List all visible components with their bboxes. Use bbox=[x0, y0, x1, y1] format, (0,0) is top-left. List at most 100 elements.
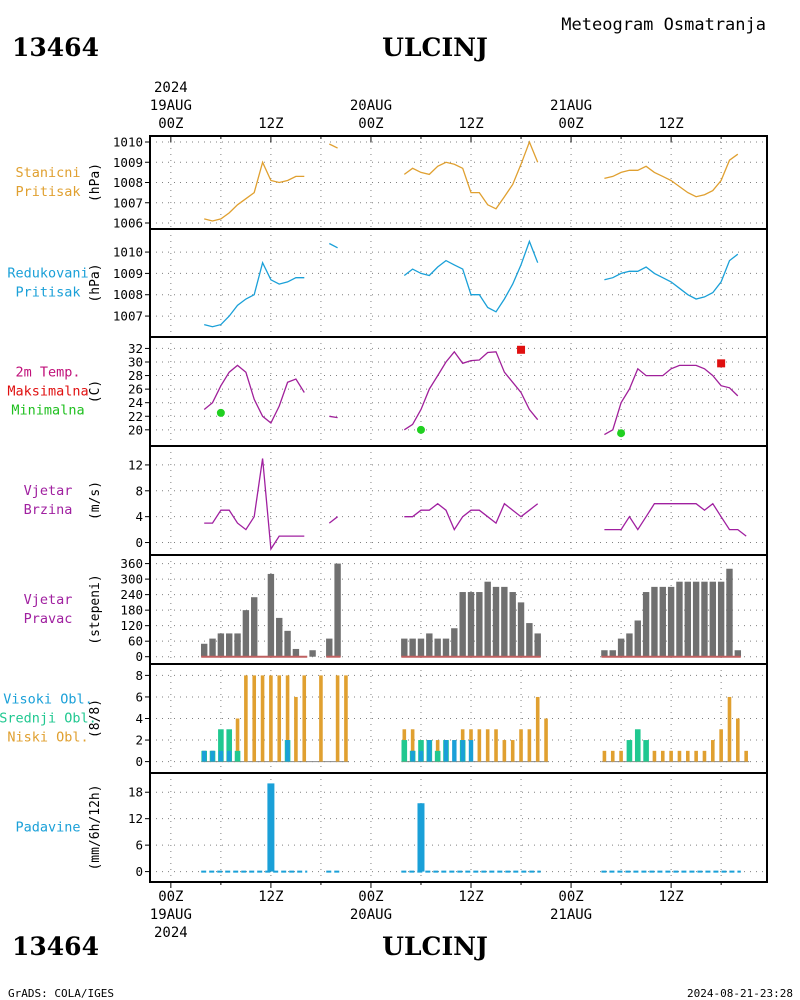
y-tick-label: 32 bbox=[128, 341, 143, 356]
y-tick-label: 0 bbox=[135, 754, 143, 769]
cloud-high-bar bbox=[201, 750, 207, 762]
panel-label-line: Stanicni bbox=[15, 165, 80, 181]
y-tick-label: 180 bbox=[120, 603, 143, 618]
temperature-line bbox=[403, 350, 539, 431]
bottom-hour-label: 00Z bbox=[558, 889, 583, 905]
cloud-low-bar bbox=[294, 696, 298, 762]
wind-direction-bar bbox=[517, 602, 525, 657]
y-tick-label: 1009 bbox=[113, 155, 143, 170]
cloud-low-bar bbox=[544, 718, 548, 762]
y-tick-label: 0 bbox=[135, 535, 143, 550]
y-tick-label: 6 bbox=[135, 838, 143, 853]
y-tick-label: 1006 bbox=[113, 216, 143, 231]
panel-label-line: Brzina bbox=[24, 502, 73, 518]
y-tick-label: 22 bbox=[128, 409, 143, 424]
top-date-label: 21AUG bbox=[550, 98, 592, 114]
cloud-low-bar bbox=[744, 750, 748, 762]
top-hour-label: 00Z bbox=[358, 116, 383, 132]
y-tick-label: 4 bbox=[135, 711, 143, 726]
wind-speed-line bbox=[404, 502, 539, 531]
top-time-label: 20AUG 00Z bbox=[350, 98, 392, 132]
panel-label-line: Maksimalna bbox=[7, 384, 88, 400]
y-tick-label: 1008 bbox=[113, 287, 143, 302]
precip-bar bbox=[417, 803, 425, 872]
wind-direction-bar bbox=[501, 586, 508, 657]
y-tick-label: 240 bbox=[120, 587, 143, 602]
wind-direction-bar bbox=[276, 617, 283, 657]
bottom-time-label: 00Z 20AUG bbox=[350, 889, 392, 923]
wind-direction-bar bbox=[526, 623, 533, 657]
wind-direction-bar bbox=[326, 638, 333, 657]
cloud-low-bar bbox=[335, 675, 340, 762]
panel-redp: 1007 1008 1009 1010 (hPa)Redukovani Pritisak bbox=[7, 229, 767, 337]
temperature-line bbox=[604, 364, 739, 436]
wind-direction-bar bbox=[467, 592, 475, 657]
panel-frame bbox=[149, 228, 768, 338]
wind-speed-line bbox=[604, 502, 747, 537]
panel-label-line: Pritisak bbox=[15, 285, 80, 301]
panel-precip: 0 6 12 18 (mm/6h/12h) Padavine bbox=[15, 773, 767, 882]
wind-direction-bar bbox=[459, 592, 466, 657]
wind-direction-bar bbox=[434, 638, 441, 657]
panel-label-line: 2m Temp. bbox=[15, 365, 80, 381]
temperature-line bbox=[329, 415, 338, 419]
top-title: Meteogram Osmatranja bbox=[561, 15, 766, 35]
tmin-marker bbox=[416, 425, 425, 434]
cloud-low-bar bbox=[252, 675, 257, 762]
cloud-low-bar bbox=[277, 675, 282, 762]
cloud-mid-bar bbox=[218, 729, 224, 762]
cloud-low-bar bbox=[527, 729, 532, 762]
wind-direction-bar bbox=[284, 630, 291, 657]
bottom-date-label: 21AUG bbox=[550, 907, 592, 923]
tmax-marker bbox=[717, 359, 726, 368]
wind-direction-bar bbox=[667, 586, 675, 657]
panel-frame bbox=[149, 772, 768, 883]
top-year-label: 2024 bbox=[154, 80, 188, 96]
wind-direction-bar bbox=[334, 563, 341, 657]
y-tick-label: 360 bbox=[120, 556, 143, 571]
cloud-low-bar bbox=[702, 750, 707, 762]
wind-direction-bar bbox=[476, 592, 483, 657]
cloud-low-bar bbox=[652, 750, 657, 762]
wind-direction-bar bbox=[234, 633, 241, 657]
station-name-bottom: ULCINJ bbox=[382, 932, 488, 961]
y-tick-label: 1007 bbox=[113, 309, 143, 324]
wind-direction-bar bbox=[217, 633, 225, 657]
y-tick-label: 120 bbox=[120, 618, 143, 633]
unit-label: (C) bbox=[88, 380, 103, 403]
tmin-marker bbox=[617, 429, 626, 438]
cloud-low-bar bbox=[302, 675, 307, 762]
top-hour-label: 00Z bbox=[158, 116, 183, 132]
y-tick-label: 1008 bbox=[113, 175, 143, 190]
cloud-low-bar bbox=[736, 718, 740, 762]
y-tick-label: 1010 bbox=[113, 245, 143, 260]
panel-frame bbox=[149, 336, 768, 447]
wind-direction-bar bbox=[267, 573, 275, 657]
cloud-low-bar bbox=[285, 675, 290, 762]
cloud-low-bar bbox=[519, 729, 523, 762]
cloud-low-bar bbox=[610, 750, 615, 762]
panel-label-line: Minimalna bbox=[11, 403, 84, 419]
wind-direction-bar bbox=[242, 610, 250, 657]
wind-direction-bar bbox=[734, 650, 742, 657]
wind-direction-bar bbox=[251, 597, 258, 657]
cloud-low-bar bbox=[510, 740, 515, 762]
wind-direction-bar bbox=[451, 628, 458, 657]
unit-label: (mm/6h/12h) bbox=[88, 784, 103, 870]
wind-speed-line bbox=[204, 458, 305, 551]
top-hour-label: 12Z bbox=[458, 116, 483, 132]
top-time-label: 12Z bbox=[258, 116, 283, 132]
cloud-low-bar bbox=[477, 729, 482, 762]
tmax-marker bbox=[517, 345, 526, 354]
panel-label-line: Vjetar bbox=[24, 483, 73, 499]
station-pressure-line bbox=[604, 153, 739, 198]
wind-direction-bar bbox=[701, 581, 708, 657]
unit-label: (m/s) bbox=[88, 481, 103, 520]
cloud-high-bar bbox=[410, 750, 415, 762]
y-tick-label: 26 bbox=[128, 382, 143, 397]
cloud-low-bar bbox=[711, 740, 715, 762]
cloud-low-bar bbox=[244, 675, 248, 762]
bottom-time-label: 12Z bbox=[458, 889, 483, 905]
cloud-high-bar bbox=[227, 750, 232, 762]
